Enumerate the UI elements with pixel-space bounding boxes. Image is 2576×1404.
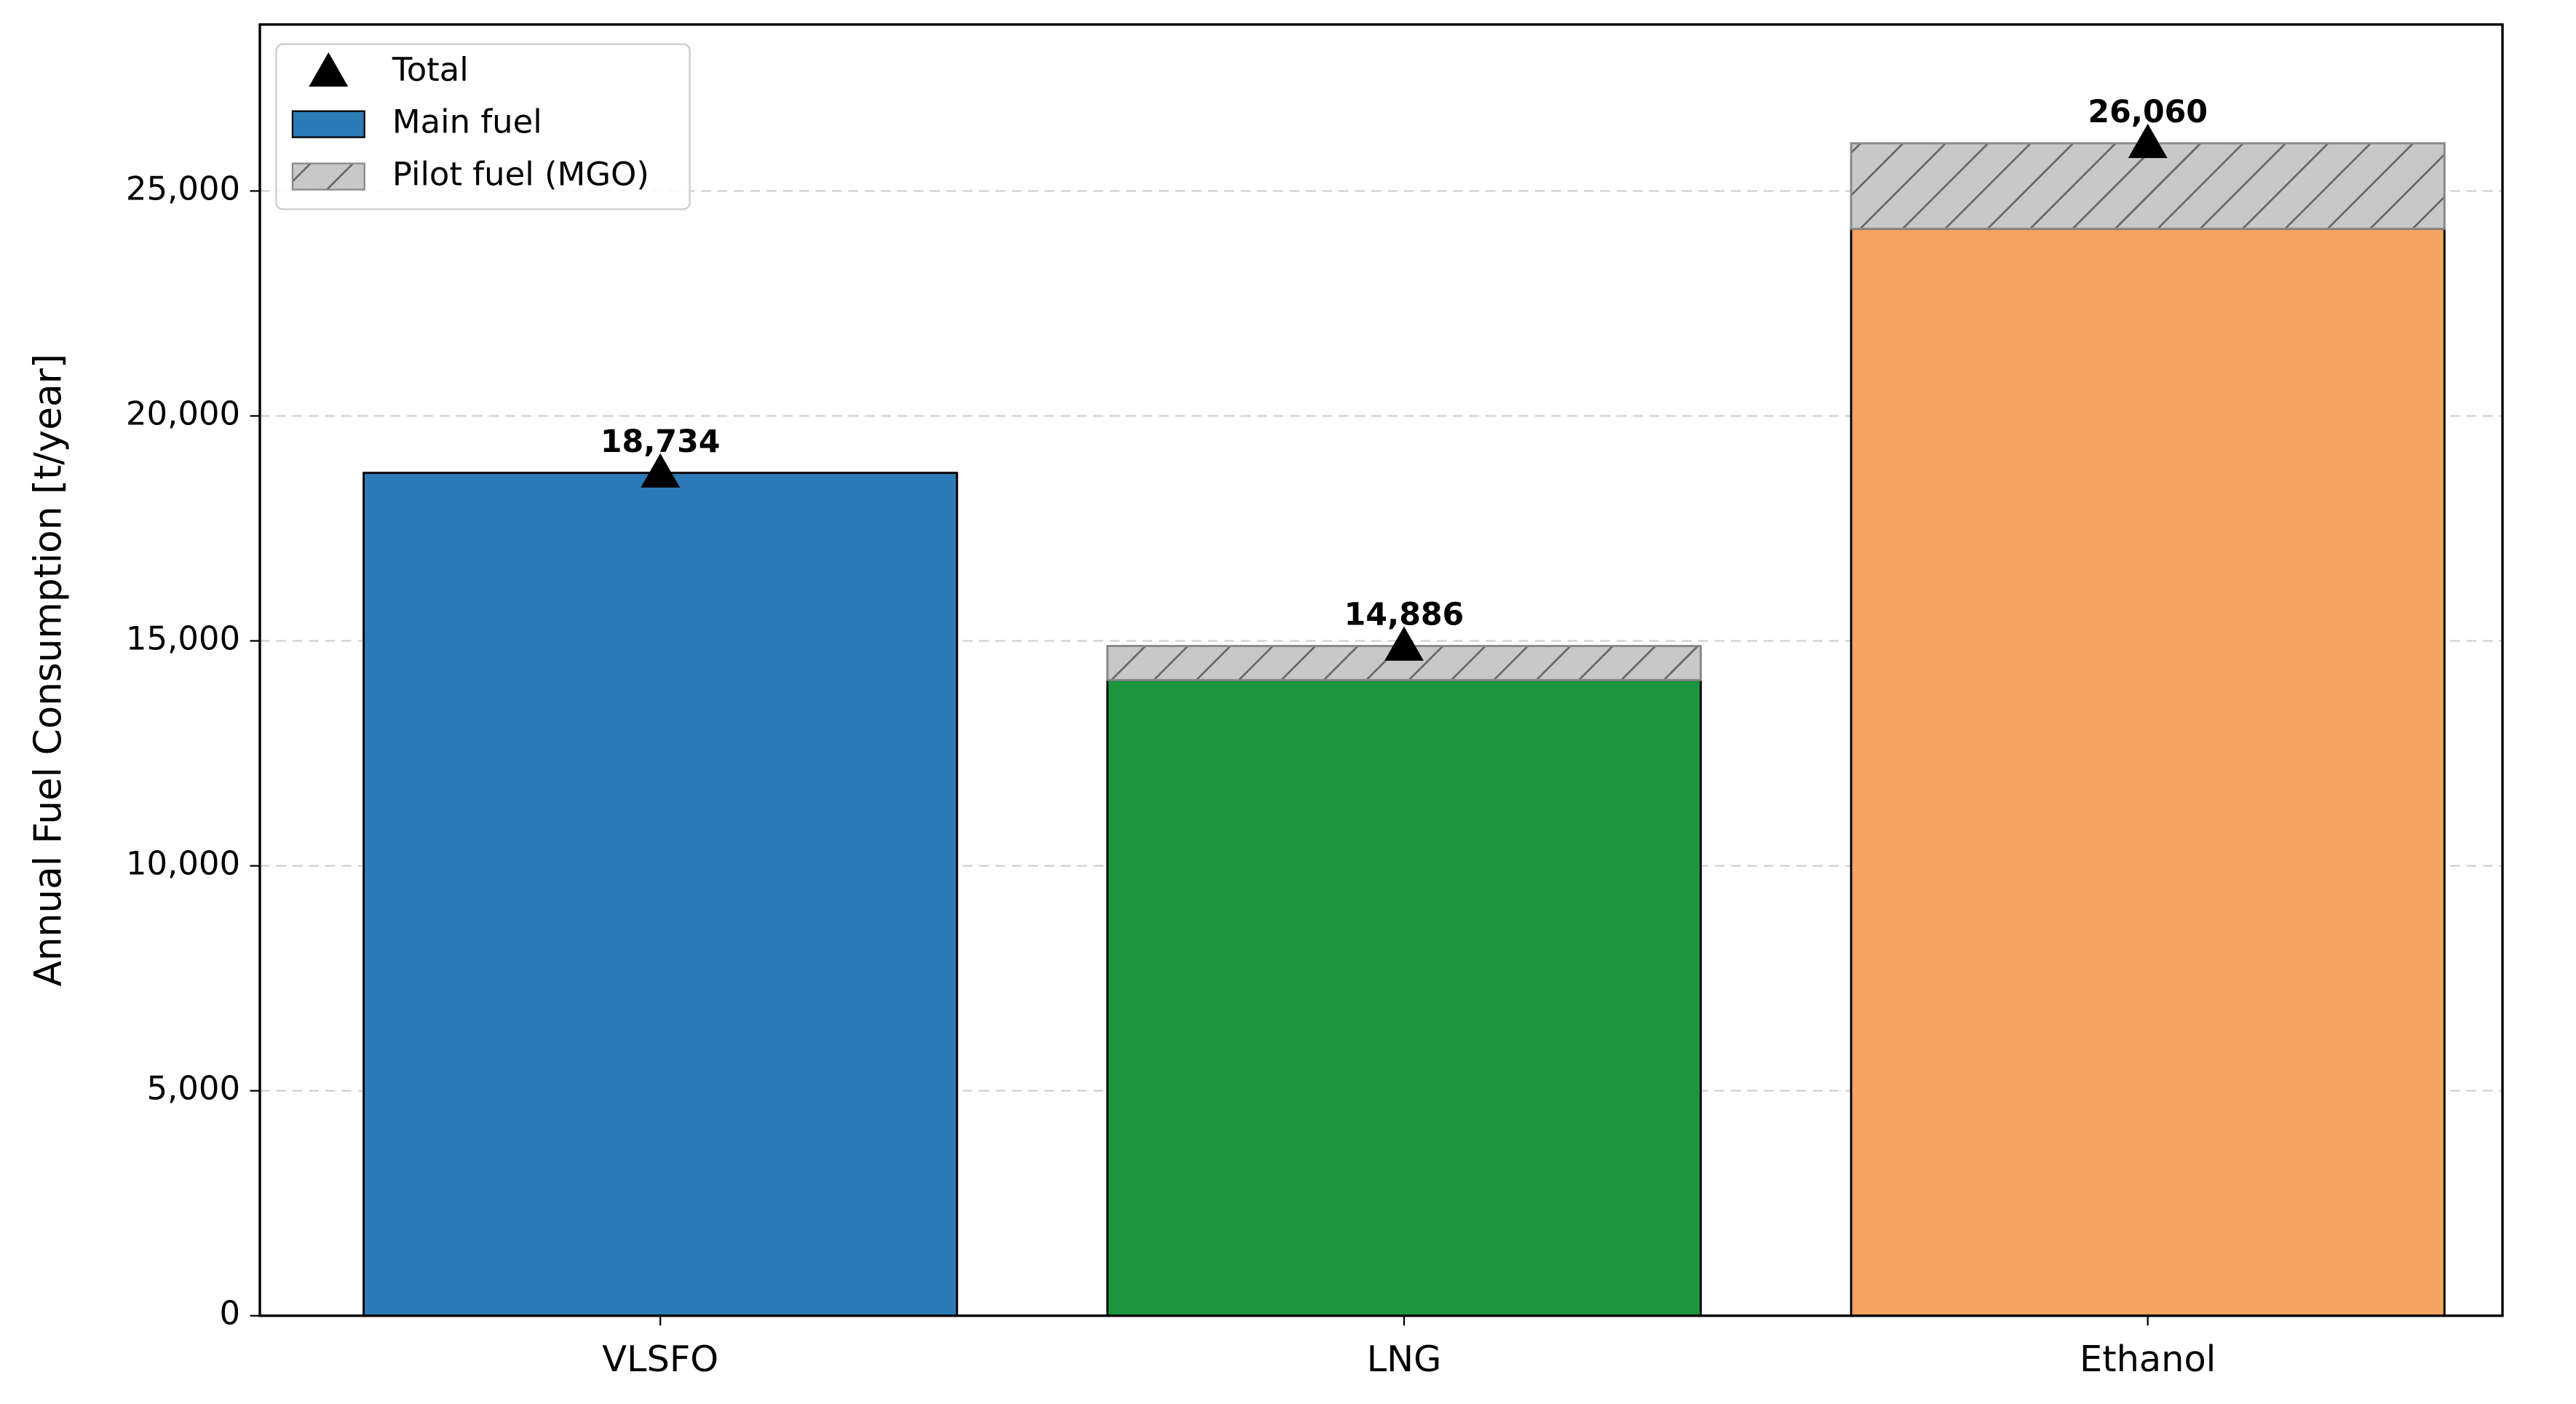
value-label: 26,060 — [2088, 94, 2208, 130]
x-tick-label: LNG — [1367, 1338, 1442, 1380]
legend-box — [275, 43, 691, 210]
bar-segment — [1106, 678, 1702, 1317]
bar-segment — [1850, 227, 2446, 1317]
x-tick-label: Ethanol — [2080, 1338, 2216, 1380]
legend-label: Total — [392, 50, 469, 89]
legend-swatch — [291, 110, 365, 138]
legend-marker — [309, 52, 349, 87]
legend: Total Main fuel Pilot fuel (MGO) — [275, 43, 691, 210]
y-tick-label: 5,000 — [146, 1069, 240, 1108]
legend-label: Pilot fuel (MGO) — [392, 155, 649, 194]
legend-swatch — [291, 162, 365, 191]
plot-frame — [258, 23, 2504, 1317]
x-tick-label: VLSFO — [602, 1338, 718, 1380]
y-tick-label: 25,000 — [126, 169, 240, 207]
y-axis-label: Annual Fuel Consumption [t/year] — [27, 354, 71, 986]
total-marker — [2128, 123, 2168, 159]
legend-label: Main fuel — [392, 103, 542, 141]
total-marker — [1384, 626, 1424, 661]
y-tick-label: 0 — [219, 1294, 240, 1333]
y-tick-label: 20,000 — [126, 394, 240, 432]
bar-segment — [362, 472, 959, 1317]
y-tick-label: 15,000 — [126, 619, 240, 658]
value-label: 14,886 — [1344, 597, 1465, 633]
total-marker — [641, 453, 681, 488]
y-tick-label: 10,000 — [126, 844, 240, 883]
value-label: 18,734 — [601, 424, 721, 460]
